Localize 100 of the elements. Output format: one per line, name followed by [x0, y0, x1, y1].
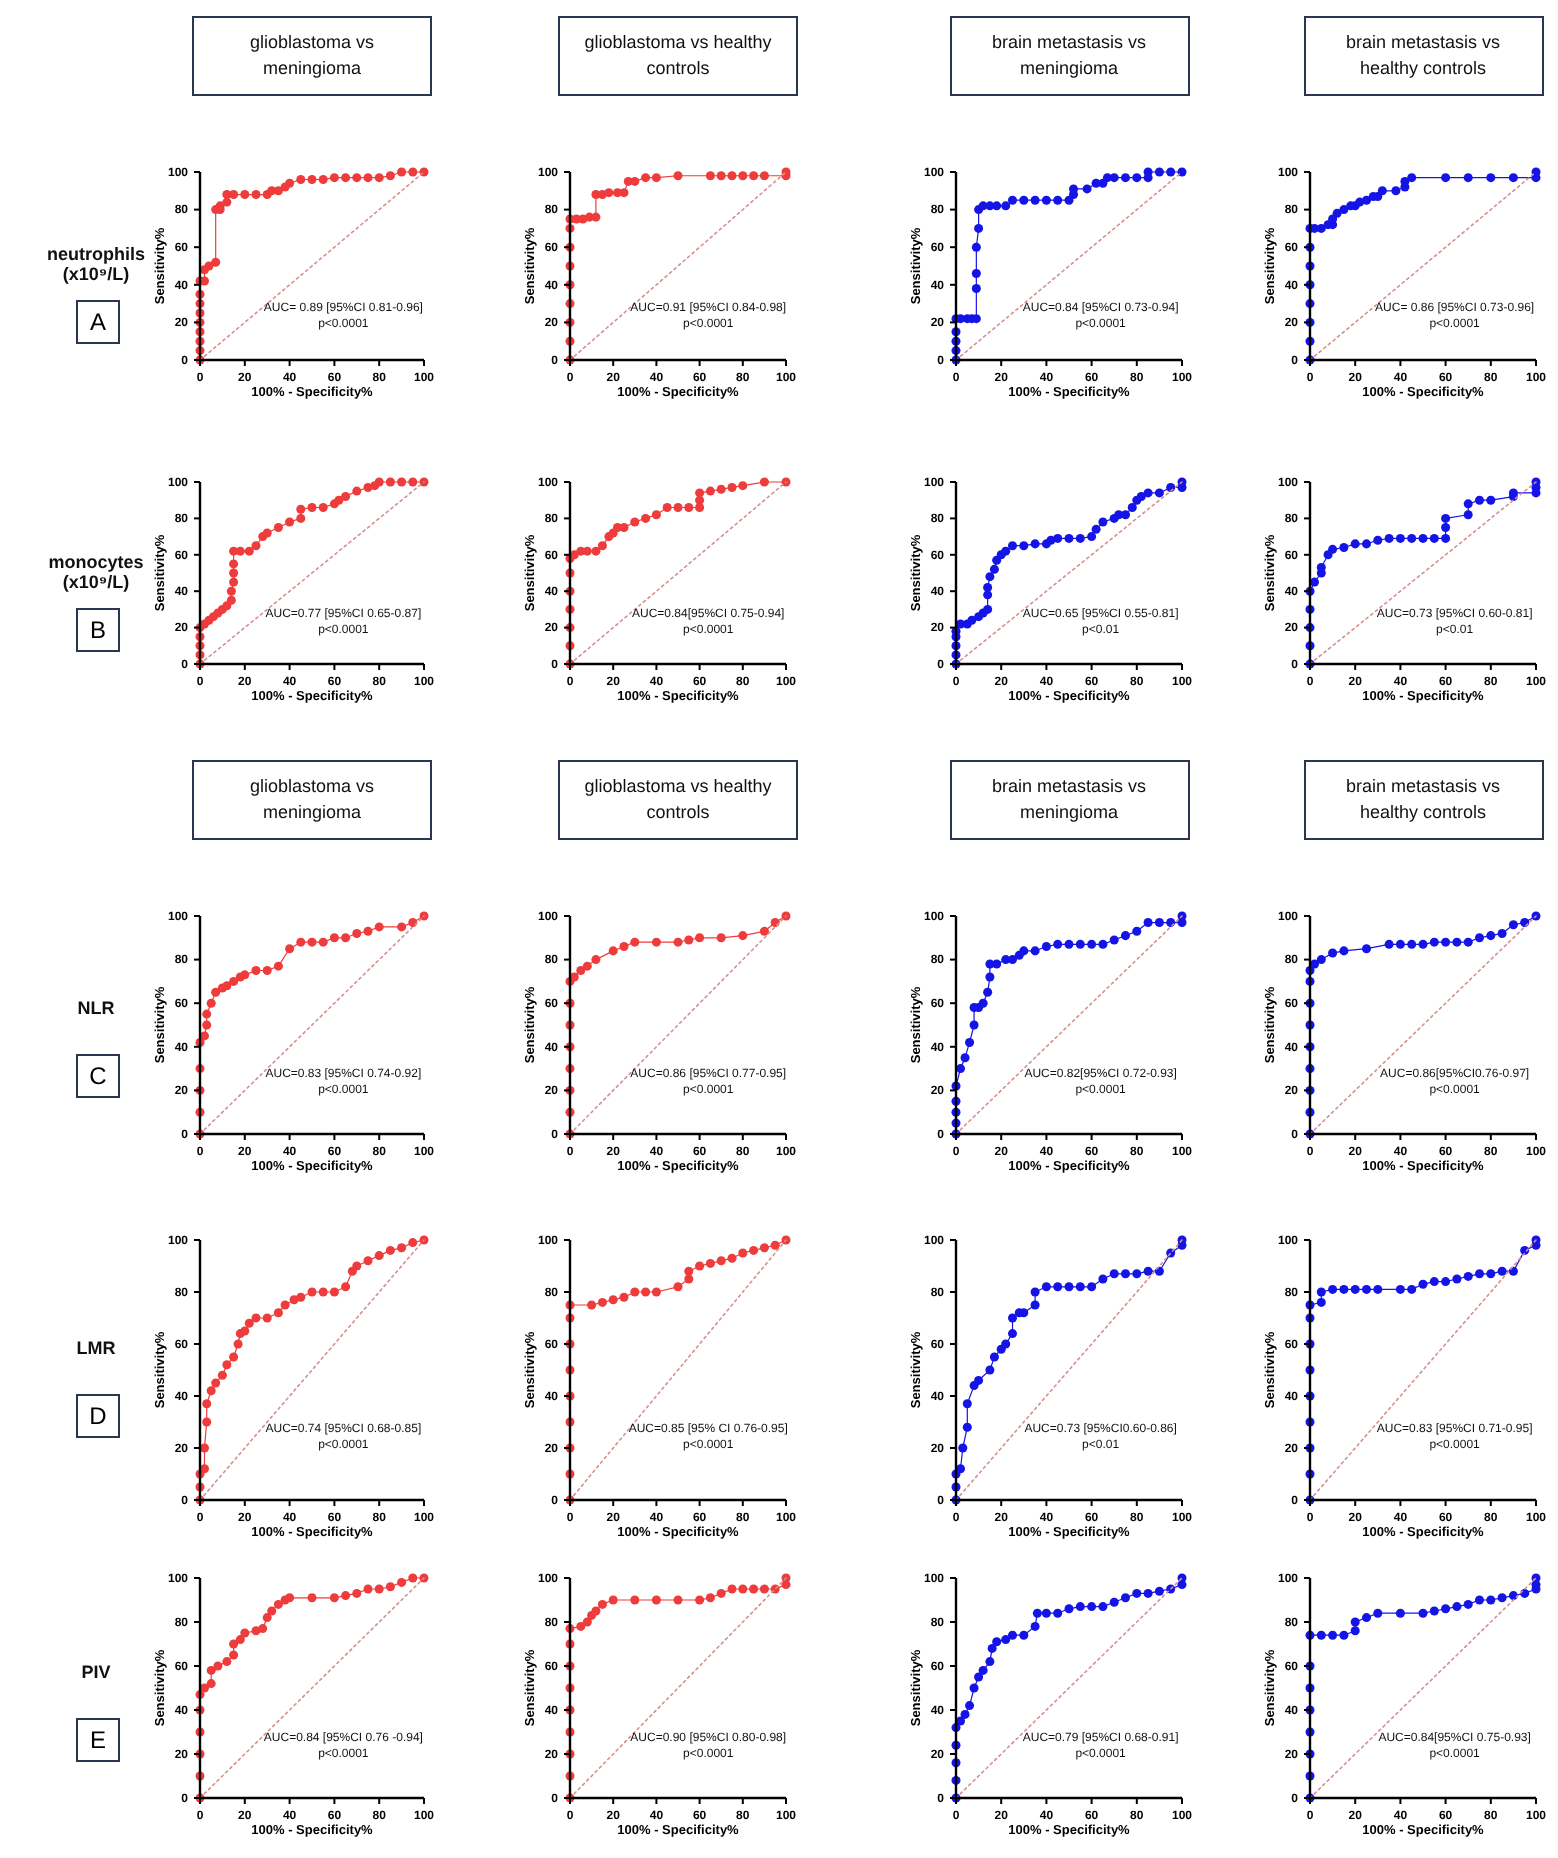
point [1429, 1606, 1439, 1616]
point [285, 944, 295, 954]
point [1087, 939, 1097, 949]
point [1486, 1595, 1496, 1605]
point [983, 583, 993, 593]
point [1497, 1593, 1507, 1603]
point [285, 1593, 295, 1603]
point [1019, 946, 1029, 956]
point [1384, 533, 1394, 543]
point [1098, 1274, 1108, 1284]
point [1328, 1284, 1338, 1294]
point [971, 242, 981, 252]
point [962, 1422, 972, 1432]
point [1007, 1313, 1018, 1323]
point [1486, 173, 1496, 183]
point [1395, 533, 1405, 543]
point [318, 502, 328, 512]
point [1395, 1284, 1405, 1294]
point [397, 1577, 407, 1587]
point [202, 1399, 212, 1409]
point [738, 931, 748, 941]
point [296, 513, 306, 523]
text: C [76, 1054, 120, 1099]
point [651, 1595, 661, 1605]
point [1474, 1269, 1485, 1279]
point [1463, 173, 1473, 183]
point [1098, 939, 1108, 949]
point [965, 1037, 975, 1047]
point [978, 998, 988, 1008]
point [229, 559, 239, 569]
point [1316, 223, 1326, 233]
point [229, 190, 239, 200]
point [1154, 1266, 1164, 1276]
point [759, 1243, 769, 1253]
point [222, 981, 232, 991]
point [352, 173, 362, 183]
point [695, 488, 705, 498]
point [222, 197, 232, 207]
point [273, 1308, 283, 1318]
point [1463, 1599, 1473, 1609]
point [1007, 1630, 1018, 1640]
point [597, 1297, 607, 1307]
point [1429, 533, 1439, 543]
point [630, 937, 640, 947]
point [651, 510, 661, 520]
point [1316, 955, 1326, 965]
point [385, 1582, 395, 1592]
point [1120, 1593, 1131, 1603]
point [1497, 1266, 1507, 1276]
point [318, 175, 328, 185]
point [352, 1588, 362, 1598]
point [695, 1595, 705, 1605]
chart-title: glioblastoma vs meningioma [192, 16, 432, 96]
point [749, 1245, 759, 1255]
point [1132, 1269, 1142, 1279]
point [591, 546, 601, 556]
point [352, 928, 362, 938]
point [684, 1266, 694, 1276]
point [307, 1593, 317, 1603]
point [1520, 918, 1530, 928]
point [1332, 208, 1342, 218]
point [1098, 517, 1108, 527]
point [1143, 918, 1153, 928]
point [229, 568, 239, 578]
point [958, 1443, 968, 1453]
point [716, 1588, 726, 1598]
text: neutrophils (x10⁹/L) [47, 243, 145, 284]
point [1007, 1329, 1018, 1339]
point [1418, 533, 1428, 543]
point [1441, 533, 1451, 543]
point [630, 176, 640, 186]
point [716, 1256, 726, 1266]
point [695, 933, 705, 943]
point [749, 1584, 759, 1594]
point [329, 1287, 339, 1297]
point [1075, 939, 1085, 949]
point [1075, 1602, 1085, 1612]
point [1030, 539, 1040, 549]
point [363, 926, 373, 936]
point [1143, 1588, 1153, 1598]
point [217, 1370, 227, 1380]
point [1350, 1617, 1360, 1627]
point [296, 175, 306, 185]
point [1350, 1284, 1360, 1294]
point [727, 482, 737, 492]
point [673, 171, 683, 181]
point [1053, 1608, 1063, 1618]
point [296, 504, 306, 514]
text: monocytes (x10⁹/L) [48, 551, 144, 592]
point [397, 1243, 407, 1253]
point [1474, 933, 1485, 943]
point [989, 564, 999, 574]
point [1091, 524, 1101, 534]
point [673, 937, 683, 947]
text: D [76, 1394, 120, 1439]
point [385, 477, 395, 487]
point [1328, 948, 1338, 958]
point [1407, 533, 1417, 543]
point [251, 1313, 261, 1323]
point [1166, 918, 1176, 928]
